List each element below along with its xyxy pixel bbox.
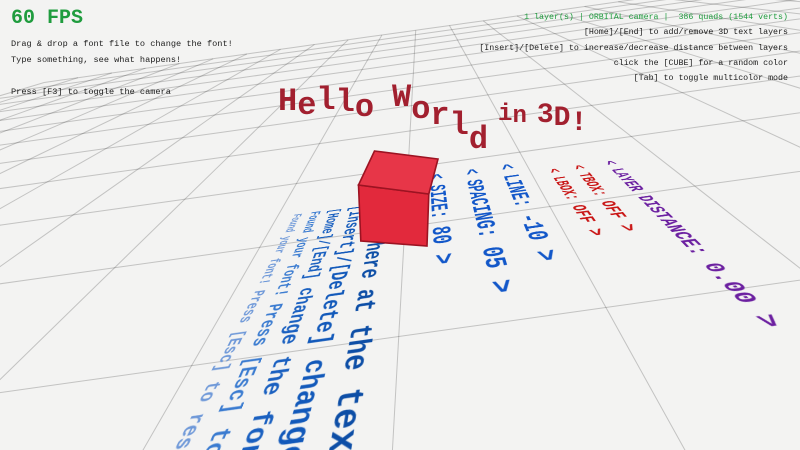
svg-text:HelloWorldin3D!: Hello Worldin 3D!: [278, 79, 587, 158]
